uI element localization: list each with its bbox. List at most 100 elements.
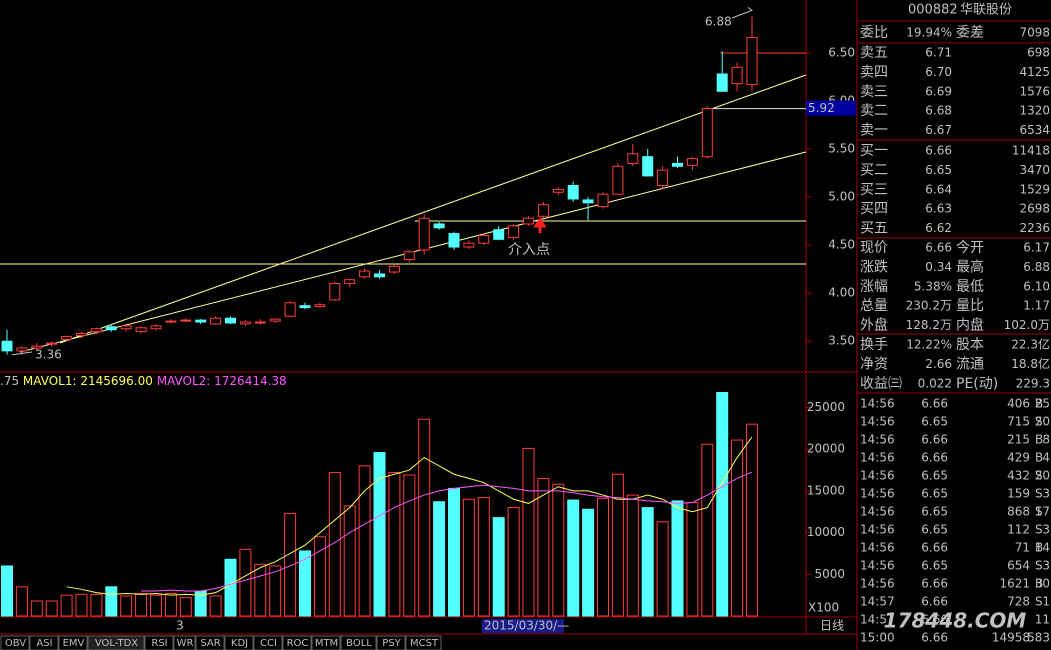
candle-body (31, 345, 43, 349)
volume-bar (522, 447, 535, 617)
tab-label[interactable]: MTM (315, 638, 338, 649)
volume-bar (716, 392, 729, 617)
tab[interactable] (58, 635, 88, 650)
candle-body (269, 318, 281, 322)
tab[interactable] (311, 635, 341, 650)
volume-bar (284, 512, 297, 617)
label: 最低 (956, 279, 984, 295)
volume-bar (477, 497, 490, 617)
unit-label: X100 (808, 601, 839, 615)
volume-bar (641, 507, 654, 617)
trade-count: 20 (1035, 469, 1050, 483)
label: 涨幅 (860, 279, 888, 295)
volume-bar (388, 472, 401, 617)
candle-body (150, 325, 162, 330)
high-pointer (731, 6, 754, 19)
trade-count: 4 (1042, 451, 1050, 465)
tab-label[interactable]: ASI (36, 638, 52, 649)
order-volume: 1320 (1019, 104, 1050, 118)
volume-bar (418, 418, 431, 617)
high-label: 6.88 (705, 15, 732, 29)
volume-bar (328, 472, 341, 617)
trade-time: 14:57 (860, 595, 895, 609)
value: 229.3 (1016, 376, 1050, 390)
volume-bar (731, 439, 744, 617)
candle-body (225, 317, 236, 324)
y-tick-label: 15000 (807, 483, 845, 497)
tab-label[interactable]: WR (177, 638, 194, 649)
trade-count: 3 (1042, 559, 1050, 573)
value: 6.88 (1023, 260, 1050, 274)
tab[interactable] (29, 635, 59, 650)
volume-bar (373, 452, 386, 617)
trade-count: 11 (1035, 613, 1050, 627)
order-label: 卖五 (860, 45, 888, 61)
order-label: 卖四 (860, 64, 888, 80)
tab-label[interactable]: RSI (151, 638, 167, 649)
trade-side: S (1035, 505, 1043, 519)
tab[interactable] (195, 635, 225, 650)
value: 0.022 (918, 376, 952, 390)
tab[interactable] (224, 635, 254, 650)
volume-bar (60, 594, 73, 617)
order-volume: 2698 (1019, 202, 1050, 216)
order-label: 卖三 (860, 84, 888, 100)
volume-bar (164, 592, 177, 617)
tab-label[interactable]: KDJ (231, 638, 248, 649)
tab-label[interactable]: BOLL (346, 638, 372, 649)
date-box (482, 619, 564, 633)
tab[interactable] (376, 635, 406, 650)
candle-body (433, 223, 445, 229)
candle-body (701, 108, 713, 158)
order-price: 6.71 (925, 46, 952, 60)
trade-count: 1 (1042, 595, 1050, 609)
order-label: 卖一 (860, 123, 888, 139)
value: 0.34 (925, 260, 952, 274)
order-volume: 3470 (1019, 163, 1050, 177)
tab-label[interactable]: SAR (200, 638, 220, 649)
trade-side: B (1035, 397, 1043, 411)
legend-value: 1726414.38 (214, 374, 287, 388)
candle-body (582, 199, 594, 204)
trade-price: 6.65 (921, 523, 948, 537)
candle-body (210, 317, 222, 325)
tab[interactable] (405, 635, 442, 650)
trade-time: 14:56 (860, 487, 895, 501)
tab[interactable] (144, 635, 174, 650)
trade-volume: 868 (1007, 505, 1030, 519)
tab[interactable] (282, 635, 312, 650)
volume-bar (537, 477, 550, 617)
label: 委差 (956, 25, 984, 41)
tab[interactable] (253, 635, 283, 650)
tab[interactable] (340, 635, 377, 650)
trade-volume: 406 (1007, 397, 1030, 411)
y-tick-label: 4.00 (828, 286, 855, 300)
candle-body (523, 217, 534, 225)
value: 22.3亿 (1011, 337, 1050, 352)
order-price: 6.66 (925, 144, 952, 158)
trade-time: 14:56 (860, 523, 895, 537)
label: 收益㈢ (860, 376, 902, 392)
tab[interactable] (173, 635, 196, 650)
y-tick-label: 5.00 (828, 190, 855, 204)
tab-label[interactable]: EMV (63, 638, 85, 649)
trade-volume: 728 (1007, 595, 1030, 609)
candle-body (403, 251, 415, 261)
tab-label[interactable]: ROC (287, 638, 309, 649)
label: 现价 (860, 240, 888, 256)
volume-bar (626, 494, 639, 617)
volume-bar (30, 600, 43, 617)
tab-label[interactable]: PSY (382, 638, 401, 649)
tab-label[interactable]: VOL-TDX (95, 638, 138, 649)
trade-price: 6.65 (921, 487, 948, 501)
tab[interactable] (0, 635, 30, 650)
tab[interactable] (87, 635, 145, 650)
order-price: 6.70 (925, 65, 952, 79)
order-label: 买四 (860, 201, 888, 217)
candle-body (716, 73, 728, 92)
tab-label[interactable]: OBV (5, 638, 26, 649)
volume-bar (492, 517, 505, 617)
y-tick-label: 6.50 (828, 45, 855, 59)
tab-label[interactable]: CCI (260, 638, 277, 649)
tab-label[interactable]: MCST (410, 638, 439, 649)
